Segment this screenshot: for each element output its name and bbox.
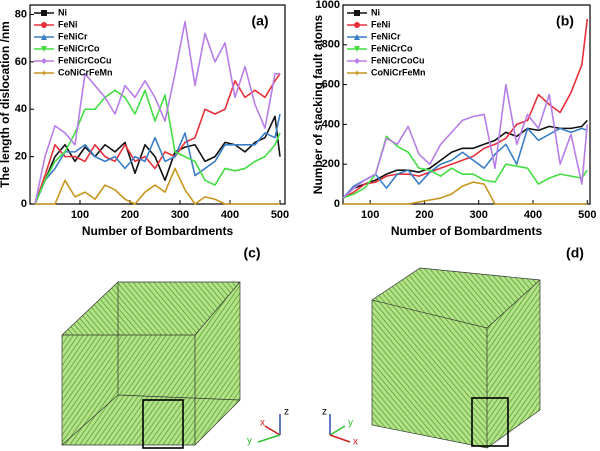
legend-label: FeNiCr <box>58 31 88 41</box>
axis-arrow <box>329 425 346 436</box>
legend-label: FeNiCrCo <box>371 43 413 53</box>
axis-label: z <box>284 407 289 418</box>
x-tick-label: 500 <box>271 209 289 221</box>
axis-label: x <box>260 418 265 429</box>
legend-marker <box>354 46 360 52</box>
image-d: (d) z y x <box>322 245 584 449</box>
legend-marker <box>41 10 47 16</box>
series-line <box>342 83 589 199</box>
legend-marker <box>41 46 47 52</box>
x-tick-label: 400 <box>221 209 239 221</box>
axis-label: x <box>353 437 358 448</box>
series-line <box>34 115 281 205</box>
x-tick-label: 200 <box>121 209 139 221</box>
x-axis-title: Number of Bombardments <box>82 224 234 238</box>
legend-label: FeNi <box>371 19 391 29</box>
y-tick-label: 1000 <box>316 0 340 11</box>
highlight-box <box>471 397 509 447</box>
legend-label: CoNiCrFeMn <box>371 67 426 77</box>
legend-marker <box>354 34 360 40</box>
x-axis-title: Number of Bombardments <box>391 224 543 238</box>
plot-frame <box>29 4 286 205</box>
legend-marker <box>41 22 47 28</box>
cube-edges <box>61 281 241 446</box>
y-tick-label: 800 <box>322 39 340 51</box>
cube-face <box>62 335 195 445</box>
panel-title: (b) <box>556 13 574 29</box>
axis-arrow <box>329 434 351 443</box>
legend-marker <box>354 70 360 76</box>
series-line <box>342 127 588 199</box>
y-tick-label: 80 <box>15 8 27 20</box>
series-line <box>34 73 281 205</box>
legend-marker <box>354 22 360 28</box>
legend-label: CoNiCrFeMn <box>58 67 113 77</box>
y-tick-label: 40 <box>15 103 27 115</box>
x-tick-label: 100 <box>71 209 89 221</box>
cube-face <box>487 280 540 448</box>
cube-face <box>195 282 240 445</box>
series-line <box>342 135 588 199</box>
charts: 0 20 40 60 80 100 200 300 400 500 Number of Bombar… <box>0 0 596 238</box>
y-axis-title: The length of dislocation /nm <box>0 21 12 188</box>
chart: 0 200 400 600 800 1000 100 200 300 400 500 Number o… <box>311 0 596 238</box>
y-tick-label: 0 <box>21 198 27 210</box>
cube-edges <box>371 267 541 449</box>
axis-label: z <box>322 407 327 418</box>
cube-face <box>62 282 240 335</box>
y-tick-label: 600 <box>322 79 340 91</box>
legend-label: Ni <box>58 7 67 17</box>
series-line <box>342 119 588 199</box>
legend-marker <box>41 58 47 64</box>
axis-arrow <box>257 434 281 443</box>
plot-frame <box>342 4 591 205</box>
x-tick-label: 200 <box>415 209 433 221</box>
y-tick-label: 20 <box>15 151 27 163</box>
x-tick-label: 300 <box>171 209 189 221</box>
legend-label: FeNiCrCo <box>58 43 100 53</box>
legend-label: Ni <box>371 7 380 17</box>
legend-marker <box>354 58 360 64</box>
x-tick-label: 100 <box>361 209 379 221</box>
panel-title: (a) <box>251 13 268 29</box>
image-label: (d) <box>566 245 584 261</box>
legend-label: FeNiCrCoCu <box>58 55 112 65</box>
legend-label: FeNiCrCoCu <box>371 55 425 65</box>
legend-label: FeNi <box>58 19 78 29</box>
legend-label: FeNiCr <box>371 31 401 41</box>
y-tick-label: 0 <box>334 198 340 210</box>
legend-marker <box>354 10 360 16</box>
series-line <box>35 167 280 205</box>
series-line <box>34 113 281 205</box>
axis-label: y <box>348 418 353 429</box>
y-axis-title: Number of stacking fault atoms <box>311 15 325 195</box>
cube-face <box>372 300 487 448</box>
highlight-box <box>142 399 184 449</box>
image-c: (c) z x y <box>61 245 289 449</box>
x-tick-label: 500 <box>578 209 596 221</box>
axis-arrow <box>264 425 281 436</box>
cube-face <box>372 268 540 328</box>
y-tick-label: 200 <box>322 158 340 170</box>
legend-marker <box>41 34 47 40</box>
x-tick-label: 300 <box>470 209 488 221</box>
legend-marker <box>41 70 47 76</box>
y-tick-label: 60 <box>15 56 27 68</box>
x-tick-label: 400 <box>524 209 542 221</box>
series-line <box>343 181 588 205</box>
y-tick-label: 400 <box>322 118 340 130</box>
chart: 0 20 40 60 80 100 200 300 400 500 Number of Bombar… <box>0 4 289 238</box>
series-line <box>34 20 280 205</box>
axis-label: y <box>247 436 252 447</box>
image-label: (c) <box>243 245 260 261</box>
